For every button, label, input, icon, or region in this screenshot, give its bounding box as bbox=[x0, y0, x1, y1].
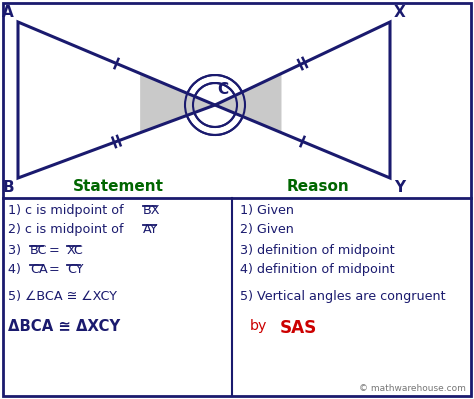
Text: 2) Given: 2) Given bbox=[240, 223, 294, 236]
Text: B: B bbox=[2, 180, 14, 195]
Text: 4) definition of midpoint: 4) definition of midpoint bbox=[240, 263, 395, 276]
Text: BX: BX bbox=[143, 204, 161, 217]
Text: X: X bbox=[394, 5, 406, 20]
Text: AY: AY bbox=[143, 223, 158, 236]
Text: 4): 4) bbox=[8, 263, 25, 276]
Text: XC: XC bbox=[67, 244, 84, 257]
Polygon shape bbox=[140, 73, 215, 133]
Text: 5) Vertical angles are congruent: 5) Vertical angles are congruent bbox=[240, 290, 446, 303]
Text: =: = bbox=[45, 244, 68, 257]
Text: © mathwarehouse.com: © mathwarehouse.com bbox=[359, 384, 466, 393]
Polygon shape bbox=[215, 73, 282, 133]
Text: 3): 3) bbox=[8, 244, 25, 257]
Text: BC: BC bbox=[30, 244, 47, 257]
Text: 3) definition of midpoint: 3) definition of midpoint bbox=[240, 244, 395, 257]
Text: Statement: Statement bbox=[73, 179, 164, 194]
Text: Y: Y bbox=[394, 180, 405, 195]
Text: 1) Given: 1) Given bbox=[240, 204, 294, 217]
Text: C: C bbox=[217, 82, 228, 97]
Text: 1) c is midpoint of: 1) c is midpoint of bbox=[8, 204, 128, 217]
Text: A: A bbox=[2, 5, 14, 20]
Text: 2) c is midpoint of: 2) c is midpoint of bbox=[8, 223, 128, 236]
Text: SAS: SAS bbox=[280, 319, 317, 337]
Text: 5) ∠BCA ≅ ∠XCY: 5) ∠BCA ≅ ∠XCY bbox=[8, 290, 117, 303]
Text: =: = bbox=[45, 263, 68, 276]
Text: Reason: Reason bbox=[287, 179, 349, 194]
Text: CY: CY bbox=[67, 263, 83, 276]
Text: ΔBCA ≅ ΔXCY: ΔBCA ≅ ΔXCY bbox=[8, 319, 120, 334]
Text: CA: CA bbox=[30, 263, 48, 276]
Text: by: by bbox=[250, 319, 267, 333]
